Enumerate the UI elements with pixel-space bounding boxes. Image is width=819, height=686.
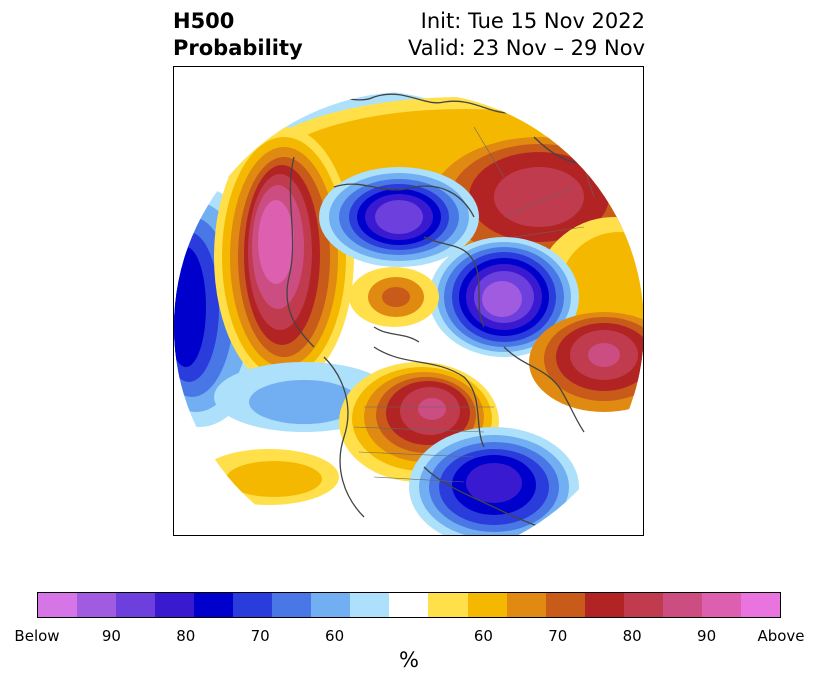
- colorbar-segment: [545, 593, 585, 617]
- colorbar-segment: [77, 593, 117, 617]
- colorbar-segment: [740, 593, 780, 617]
- colorbar-segment: [428, 593, 468, 617]
- colorbar-segment: [116, 593, 156, 617]
- colorbar-segment: [350, 593, 390, 617]
- colorbar-segment: [155, 593, 195, 617]
- colorbar-segment: [584, 593, 624, 617]
- colorbar-segment: [701, 593, 741, 617]
- map-canvas: [174, 92, 643, 535]
- colorbar-segment: [389, 593, 429, 617]
- colorbar-legend: [37, 592, 781, 618]
- colorbar-tick-label: Below: [14, 627, 60, 645]
- colorbar-tick-label: 80: [176, 627, 196, 645]
- title-product: Probability: [173, 36, 303, 60]
- colorbar-segment: [194, 593, 234, 617]
- init-date: Init: Tue 15 Nov 2022: [420, 9, 645, 33]
- colorbar-segment: [311, 593, 351, 617]
- colorbar-tick-label: 70: [548, 627, 568, 645]
- colorbar-segment: [506, 593, 546, 617]
- title-variable: H500: [173, 9, 235, 33]
- colorbar-segment: [272, 593, 312, 617]
- colorbar-tick-label: 60: [325, 627, 345, 645]
- colorbar-segment: [467, 593, 507, 617]
- valid-range: Valid: 23 Nov – 29 Nov: [408, 36, 645, 60]
- colorbar-segment: [233, 593, 273, 617]
- colorbar-unit: %: [399, 648, 419, 672]
- colorbar-segment: [623, 593, 663, 617]
- colorbar-segment: [38, 593, 78, 617]
- probability-map: [173, 66, 644, 536]
- colorbar-tick-label: 70: [250, 627, 270, 645]
- colorbar-tick-label: Above: [757, 627, 805, 645]
- probability-field: [174, 92, 643, 535]
- map-title: H500 Probability: [173, 8, 303, 62]
- colorbar-segment: [662, 593, 702, 617]
- colorbar-tick-label: 90: [697, 627, 717, 645]
- colorbar-tick-label: 90: [101, 627, 121, 645]
- colorbar-tick-label: 60: [473, 627, 493, 645]
- map-dates: Init: Tue 15 Nov 2022 Valid: 23 Nov – 29…: [408, 8, 645, 62]
- colorbar-tick-label: 80: [622, 627, 642, 645]
- borders: [353, 126, 595, 483]
